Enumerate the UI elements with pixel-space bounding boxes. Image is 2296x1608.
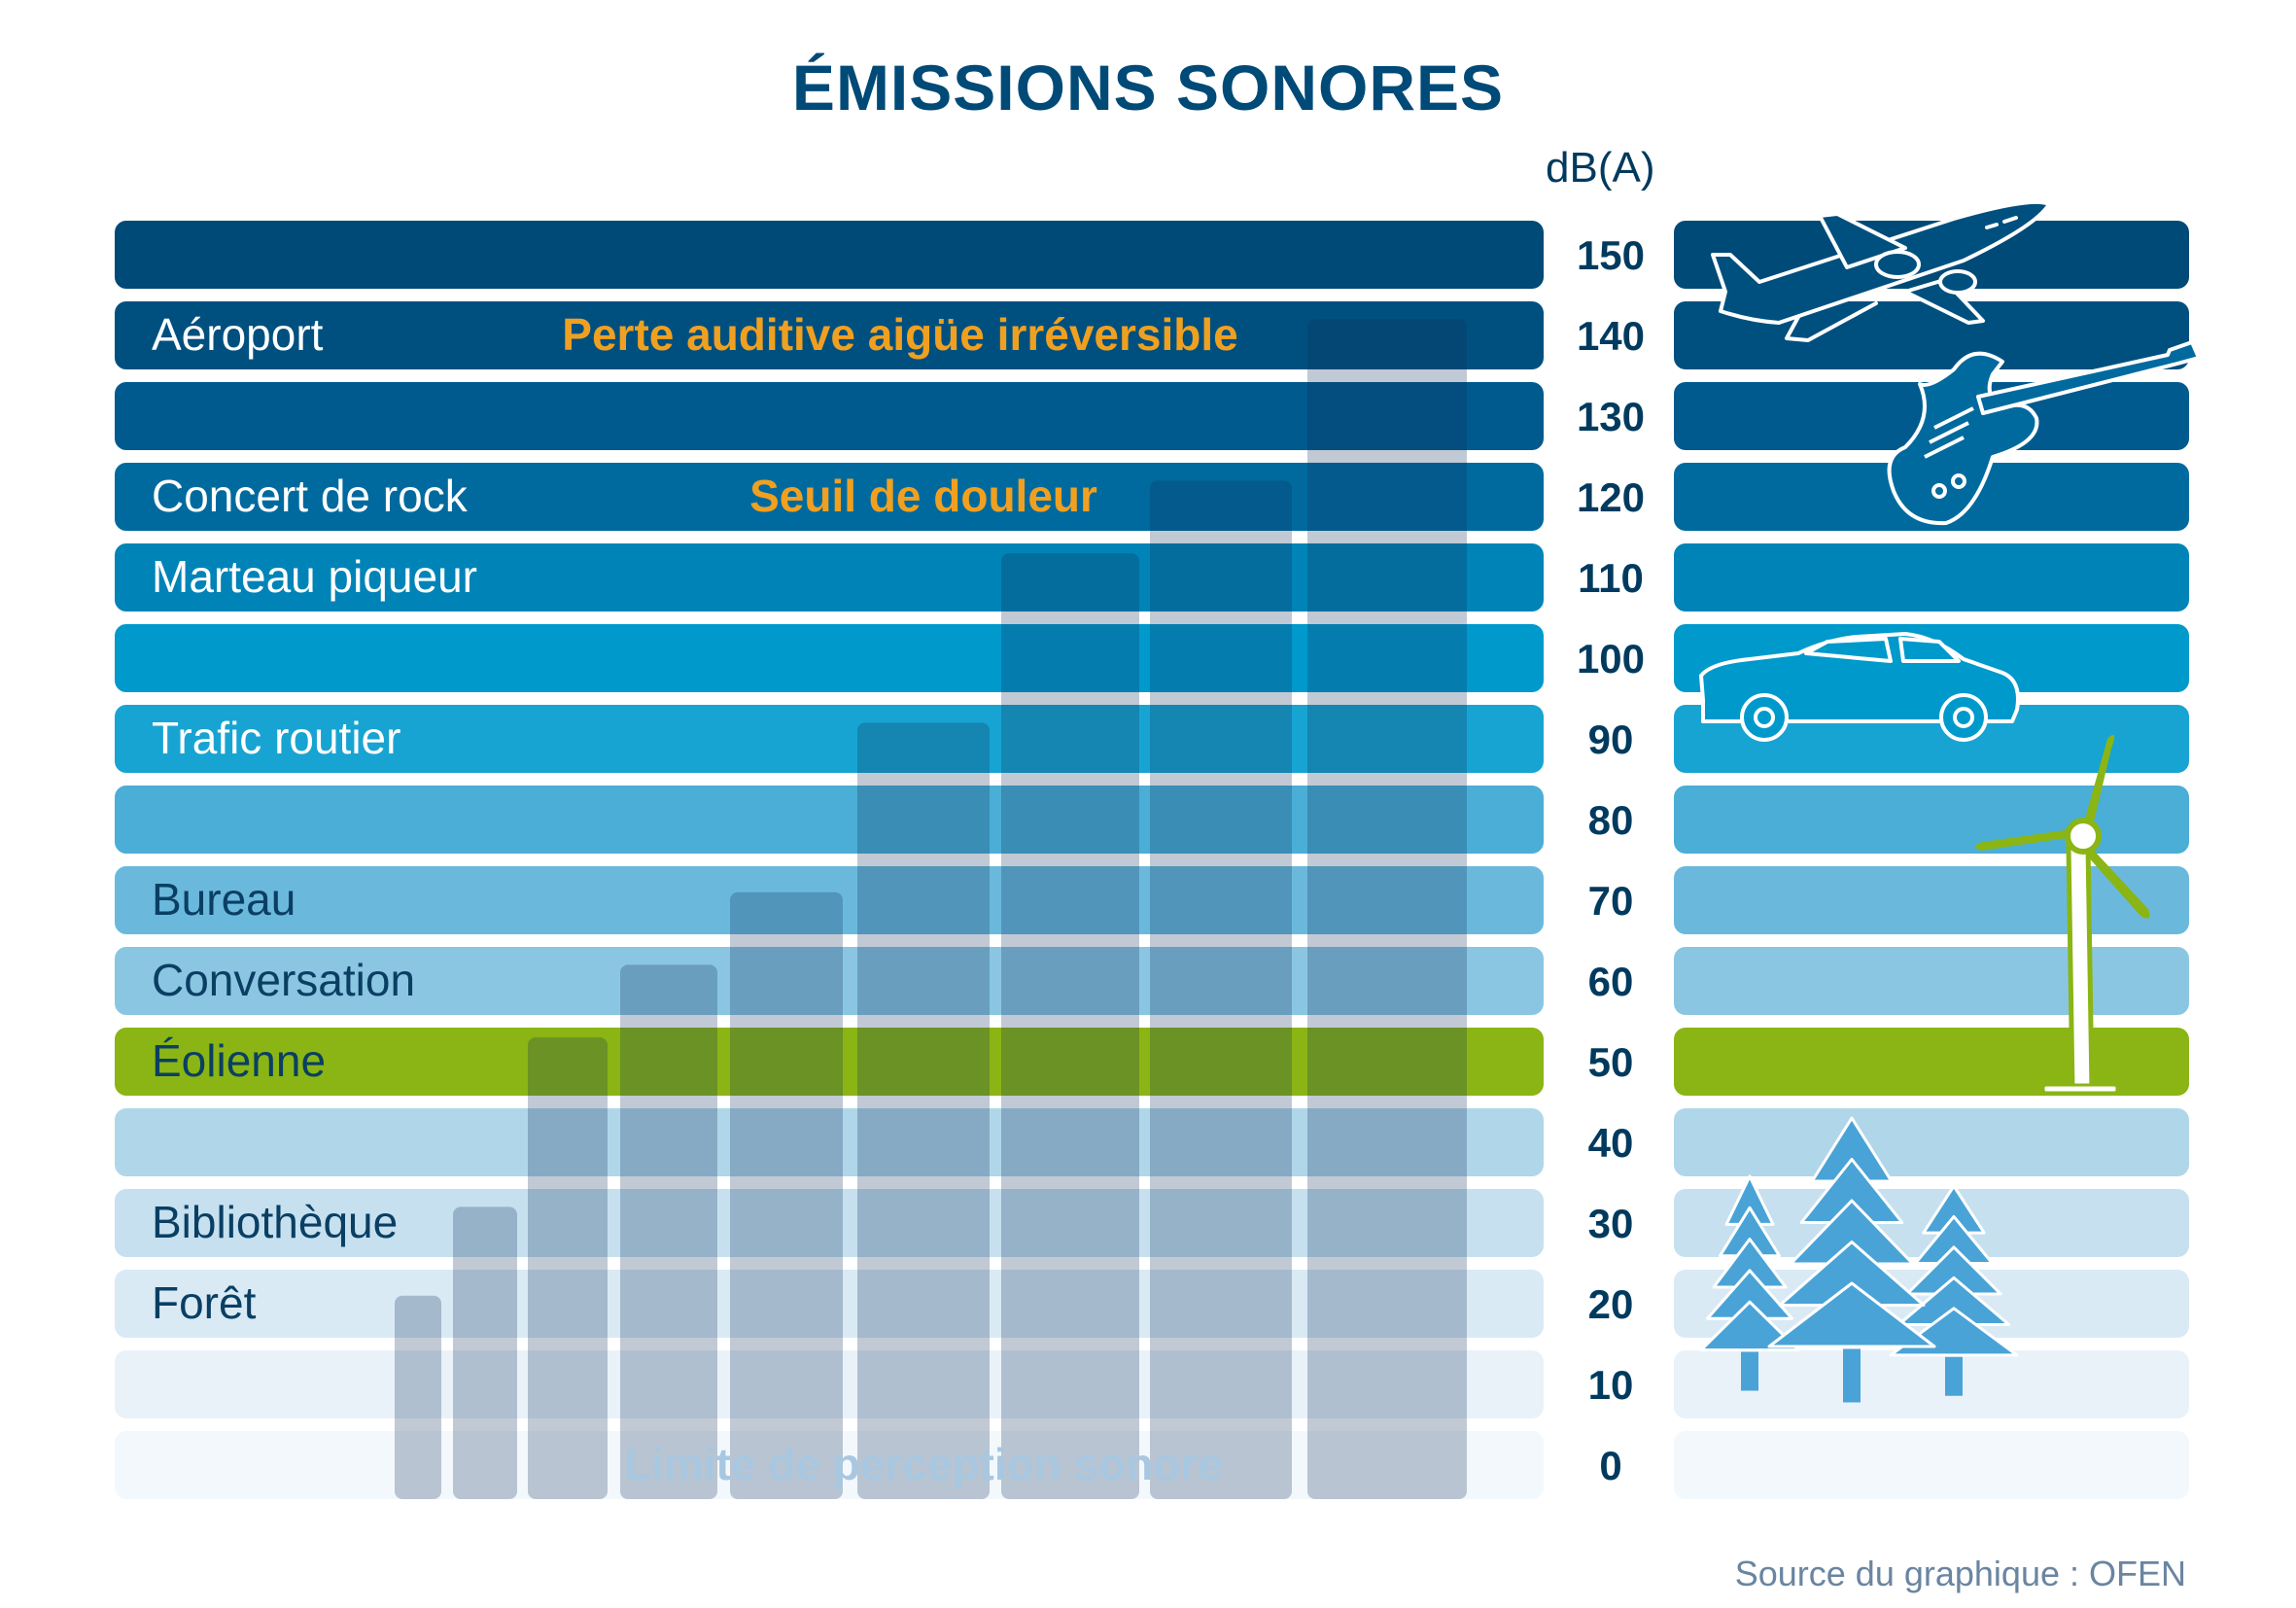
- bar-4: [620, 964, 717, 1499]
- threshold-label: Perte auditive aigüe irréversible: [562, 309, 1237, 360]
- source-note: Source du graphique : OFEN: [1734, 1554, 2186, 1593]
- car-icon: [1699, 632, 2020, 742]
- band-label: Concert de rock: [152, 471, 469, 521]
- y-tick-label: 10: [1588, 1362, 1634, 1408]
- band-right-70: [1674, 866, 2189, 934]
- band-label-layer: Aéroport Concert de rock Marteau piqueur Tr…: [152, 309, 477, 1328]
- bar-7: [1001, 553, 1139, 1499]
- band-left-60: [115, 947, 1544, 1015]
- band-right-60: [1674, 947, 2189, 1015]
- bar-9: [1307, 319, 1467, 1499]
- y-axis-unit: dB(A): [1546, 144, 1655, 192]
- y-tick-label: 40: [1588, 1120, 1634, 1166]
- y-tick-label: 90: [1588, 717, 1634, 762]
- bar-layer: [395, 319, 1467, 1499]
- band-label: Conversation: [152, 955, 415, 1005]
- trees-icon: [1699, 1116, 2019, 1403]
- band-left-40: [115, 1108, 1544, 1176]
- y-tick-label: 130: [1577, 394, 1645, 439]
- band-right-110: [1674, 543, 2189, 612]
- band-right-80: [1674, 786, 2189, 854]
- y-tick-label: 80: [1588, 797, 1634, 843]
- band-right-50: [1674, 1028, 2189, 1096]
- band-label: Aéroport: [152, 309, 324, 360]
- y-tick-label: 100: [1577, 636, 1645, 682]
- band-right-10: [1674, 1350, 2189, 1418]
- wind-turbine-icon: [1974, 734, 2150, 1095]
- band-left-90: [115, 705, 1544, 773]
- band-label: Marteau piqueur: [152, 551, 477, 602]
- band-left-100: [115, 624, 1544, 692]
- band-left-130: [115, 382, 1544, 450]
- band-right-140: [1674, 301, 2189, 369]
- y-tick-label: 120: [1577, 474, 1645, 520]
- chart-title: ÉMISSIONS SONORES: [791, 52, 1505, 123]
- y-tick-label: 110: [1578, 555, 1644, 601]
- band-left-150: [115, 221, 1544, 289]
- band-left-50: [115, 1028, 1544, 1096]
- band-label: Bibliothèque: [152, 1197, 398, 1247]
- bar-1: [395, 1295, 441, 1499]
- band-label: Forêt: [152, 1277, 257, 1328]
- y-tick-label: 150: [1577, 232, 1645, 278]
- airplane-icon: [1711, 199, 2051, 342]
- band-left-20: [115, 1270, 1544, 1338]
- band-left-30: [115, 1189, 1544, 1257]
- band-label: Bureau: [152, 874, 296, 925]
- guitar-icon: [1887, 340, 2201, 526]
- band-left-80: [115, 786, 1544, 854]
- threshold-layer: Perte auditive aigüe irréversible Seuil d…: [562, 309, 1237, 1489]
- band-label: Éolienne: [152, 1035, 326, 1086]
- bar-3: [528, 1037, 608, 1499]
- y-tick-label: 30: [1588, 1201, 1634, 1246]
- y-tick-label: 20: [1588, 1281, 1634, 1327]
- bar-8: [1150, 480, 1292, 1499]
- bar-2: [453, 1206, 517, 1499]
- band-left-70: [115, 866, 1544, 934]
- y-tick-label: 0: [1599, 1443, 1621, 1488]
- y-tick-label: 140: [1577, 313, 1645, 359]
- y-tick-label: 60: [1588, 959, 1634, 1004]
- band-layer: [115, 221, 2189, 1499]
- y-tick-label: 50: [1588, 1039, 1634, 1085]
- band-left-110: [115, 543, 1544, 612]
- threshold-label: Limite de perception sonore: [624, 1439, 1223, 1489]
- band-right-40: [1674, 1108, 2189, 1176]
- band-left-120: [115, 463, 1544, 531]
- band-left-140: [115, 301, 1544, 369]
- band-left-0: [115, 1431, 1544, 1499]
- bar-5: [730, 891, 843, 1499]
- band-right-0: [1674, 1431, 2189, 1499]
- threshold-label: Seuil de douleur: [749, 471, 1097, 521]
- band-left-10: [115, 1350, 1544, 1418]
- y-tick-label: 70: [1588, 878, 1634, 924]
- icon-layer: [1699, 199, 2201, 1403]
- bar-6: [857, 722, 990, 1499]
- band-label: Trafic routier: [152, 713, 400, 763]
